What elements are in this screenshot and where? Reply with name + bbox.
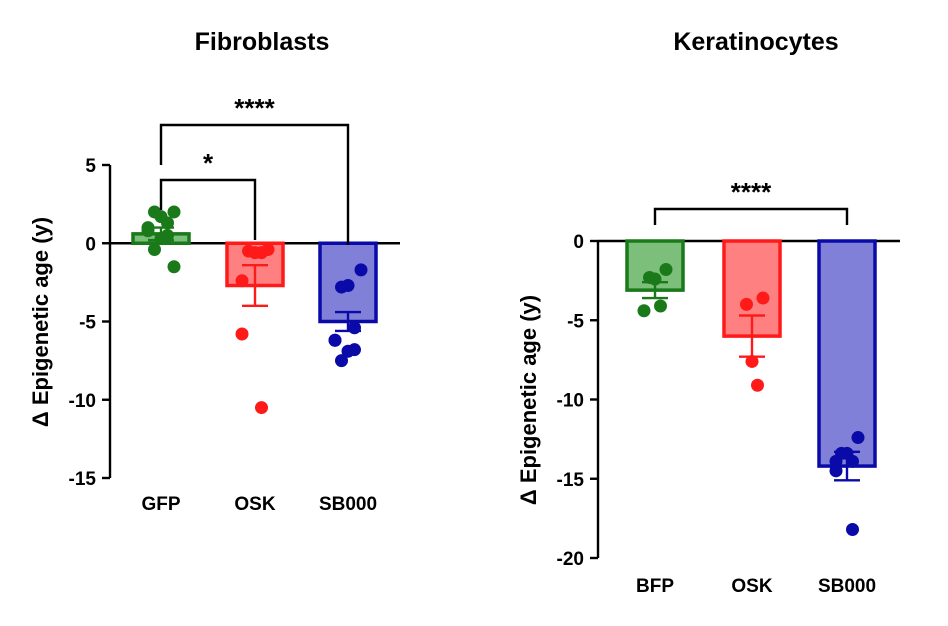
keratinocytes-sb000-bar	[817, 239, 877, 468]
fibroblasts-osk-data-point	[235, 274, 249, 288]
keratinocytes-y-tick-label: -20	[557, 549, 584, 570]
fibroblasts-title: Fibroblasts	[195, 28, 330, 56]
fibroblasts-significance-bracket	[159, 123, 350, 245]
keratinocytes-bfp-category-label: BFP	[636, 576, 674, 597]
keratinocytes-significance-label: ****	[731, 177, 772, 207]
keratinocytes-sb000-category-label: SB000	[818, 576, 876, 597]
fibroblasts-sb000-data-point	[354, 263, 368, 277]
fibroblasts-y-tick-label: 5	[85, 156, 96, 177]
fibroblasts-gfp-data-point	[154, 232, 168, 246]
fibroblasts-sb000-data-point	[328, 333, 342, 347]
fibroblasts-osk-category-label: OSK	[234, 494, 275, 515]
keratinocytes-osk-data-point	[751, 378, 764, 392]
keratinocytes-sb000-data-point	[851, 431, 865, 445]
keratinocytes-y-tick-label: -10	[557, 391, 584, 412]
keratinocytes-y-axis-label: Δ Epigenetic age (y)	[516, 295, 541, 505]
fibroblasts-sb000-data-point	[348, 321, 361, 335]
fibroblasts-gfp-data-point	[167, 260, 181, 274]
fibroblasts-gfp-data-point	[161, 216, 174, 230]
fibroblasts-sb000-data-point	[341, 344, 355, 358]
keratinocytes-panel: Keratinocytes Δ Epigenetic age (y) 0 -5 -1…	[516, 28, 900, 597]
keratinocytes-bfp-data-point	[637, 304, 651, 318]
keratinocytes-osk-data-point	[756, 291, 770, 305]
fibroblasts-sb000-category-label: SB000	[319, 494, 377, 515]
keratinocytes-bfp-data-point	[654, 299, 667, 313]
keratinocytes-osk-data-point	[740, 297, 753, 311]
keratinocytes-significance-bracket	[653, 207, 849, 225]
fibroblasts-sb000-data-point	[335, 354, 348, 368]
keratinocytes-y-tick-label: 0	[573, 232, 584, 253]
keratinocytes-y-tick-label: -5	[567, 311, 584, 332]
fibroblasts-y-tick-label: -15	[69, 469, 97, 490]
keratinocytes-sb000-data-point	[846, 522, 859, 536]
fibroblasts-osk-data-point	[235, 327, 249, 341]
fibroblasts-y-tick-label: -5	[79, 313, 96, 334]
fibroblasts-sb000-data-point	[341, 279, 355, 293]
fibroblasts-gfp-category-label: GFP	[141, 494, 180, 515]
keratinocytes-sb000-data-point	[829, 464, 843, 478]
fibroblasts-gfp-data-point	[167, 205, 181, 219]
keratinocytes-osk-category-label: OSK	[731, 576, 772, 597]
keratinocytes-bfp-data-point	[648, 272, 662, 286]
fibroblasts-y-tick-label: -10	[69, 391, 96, 412]
keratinocytes-sb000-data-point	[846, 454, 859, 468]
fibroblasts-gfp-data-point	[148, 243, 161, 257]
keratinocytes-bfp-data-point	[659, 263, 673, 277]
keratinocytes-osk-data-point	[745, 354, 759, 368]
fibroblasts-panel: Fibroblasts Δ Epigenetic age (y) 5 0 -5 -10…	[28, 28, 400, 515]
fibroblasts-osk-data-point	[255, 246, 268, 260]
keratinocytes-sb000-data-point	[829, 454, 843, 468]
fibroblasts-significance-label: ****	[234, 93, 275, 123]
fibroblasts-osk-data-point	[255, 401, 268, 415]
fibroblasts-y-axis-label: Δ Epigenetic age (y)	[28, 217, 53, 427]
keratinocytes-y-tick-label: -15	[557, 470, 585, 491]
fibroblasts-y-tick-label: 0	[85, 234, 96, 255]
fibroblasts-significance-bracket	[159, 178, 257, 240]
fibroblasts-gfp-data-point	[141, 224, 155, 238]
keratinocytes-title: Keratinocytes	[673, 28, 838, 56]
fibroblasts-significance-label: *	[203, 148, 214, 178]
